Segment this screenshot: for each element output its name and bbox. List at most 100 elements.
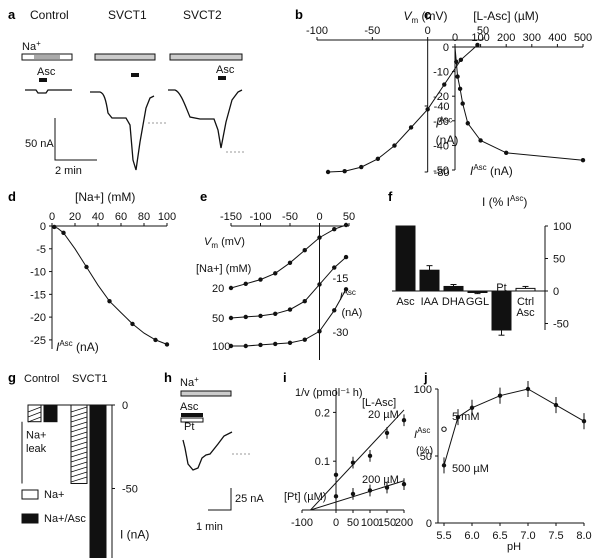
scale-bar [54, 118, 97, 161]
g-hatch [70, 416, 88, 423]
na-label-a: Na+ [22, 39, 41, 53]
e-point [317, 235, 322, 240]
j-y-tick-label: 50 [420, 451, 432, 463]
g-y-tick-label: -50 [122, 484, 138, 496]
f-bar-3 [467, 290, 488, 293]
i-y-tick-label: 0.1 [315, 456, 330, 468]
j-y-label: IAsc [414, 426, 430, 441]
g-hatch [70, 436, 88, 443]
i-series-label: 200 µM [362, 474, 399, 486]
b-line [328, 44, 478, 173]
na-bar-svct1 [94, 53, 156, 61]
c-point [455, 74, 460, 79]
e-y-tick-label: -15 [333, 273, 349, 285]
panel-letter-h: h [164, 370, 172, 385]
e-point [273, 341, 278, 347]
c-x-label: [L-Asc] (µM) [473, 9, 539, 23]
pt-bar-h [180, 417, 204, 423]
c-y-tick-label: -50 [433, 165, 449, 177]
g-legend-swatch-0 [21, 489, 39, 500]
track-control-label: Control [30, 8, 69, 22]
panel-letter-a: a [8, 7, 16, 22]
j-y-tick-label: 100 [414, 384, 432, 396]
g-hatch [70, 456, 88, 463]
b-point [392, 143, 397, 148]
g-annotation: Na+ [26, 429, 47, 441]
e-point [258, 313, 263, 319]
e-point [287, 307, 293, 312]
scale-x-label-h: 1 min [196, 521, 223, 533]
i-x-tick-label: 50 [347, 517, 359, 529]
c-x-tick-label: 300 [523, 32, 541, 44]
panel-letter-c: c [424, 7, 431, 22]
pt-label-h: Pt [184, 421, 194, 433]
c-point [580, 157, 586, 163]
b-point [458, 57, 464, 62]
j-x-tick-label: 8.0 [576, 530, 591, 542]
b-y-label: IAsc [436, 115, 453, 130]
track-svct2-label: SVCT2 [183, 8, 222, 22]
e-point [243, 281, 248, 286]
asc-label-h: Asc [180, 401, 199, 413]
d-line [51, 225, 168, 345]
g-hatch [70, 466, 88, 473]
d-y-tick-label: -15 [30, 289, 46, 301]
g-legend-label: Na+ [44, 489, 65, 501]
g-cat-label: SVCT1 [72, 373, 107, 385]
e-x-tick-label: 50 [343, 211, 355, 223]
g-hatch [27, 416, 42, 423]
asc-bar-svct1 [131, 73, 139, 77]
d-x-tick-label: 20 [69, 211, 81, 223]
g-annotation: leak [26, 443, 47, 455]
j-annotation: 5 mM [452, 411, 480, 423]
d-point [107, 298, 112, 304]
e-point [273, 271, 278, 276]
f-bar-2 [443, 285, 464, 292]
panel-letter-f: f [388, 189, 393, 204]
i-y-label: 1/v (pmol⁻¹ h) [295, 387, 363, 399]
e-point [243, 343, 248, 349]
c-point [460, 101, 465, 106]
f-cat-label: Pt [496, 282, 506, 294]
g-hatch [70, 451, 88, 458]
g-hatch [70, 406, 88, 413]
b-y-tick-label: -80 [434, 167, 450, 179]
trace-control [25, 89, 72, 94]
j-x-label: pH [507, 541, 521, 553]
c-point [457, 86, 463, 92]
b-x-tick-label: 0 [425, 25, 431, 37]
d-y-label: IAsc (nA) [56, 339, 99, 354]
j-line [443, 388, 585, 466]
c-x-tick-label: 0 [452, 32, 458, 44]
e-y-tick-label: -30 [333, 327, 349, 339]
scale-x-label: 2 min [55, 165, 82, 177]
d-y-tick-label: 0 [40, 221, 46, 233]
c-y-tick-label: -40 [433, 140, 449, 152]
e-point [332, 265, 337, 270]
na-label-h: Na+ [180, 375, 199, 389]
panel-letter-j: j [423, 370, 428, 385]
f-y-label: I (% IAsc) [482, 194, 527, 209]
b-point [325, 169, 331, 175]
d-x-tick-label: 60 [115, 211, 127, 223]
b-point [342, 168, 347, 174]
e-y-unit: (nA) [342, 307, 363, 319]
d-point [52, 224, 57, 230]
e-x-tick-label: -50 [282, 211, 298, 223]
g-hatch [27, 406, 42, 413]
trace-svct1 [90, 91, 155, 171]
panel-letter-i: i [283, 370, 287, 385]
f-bar-1 [419, 269, 440, 292]
b-point [442, 82, 447, 87]
na-bar-control-hatch [34, 55, 60, 59]
e-point [228, 285, 234, 291]
g-legend-label: Na+/Asc [44, 513, 86, 525]
e-legend-title: [Na+] (mM) [196, 263, 251, 275]
c-point [478, 138, 483, 143]
f-cat-label: DHA [442, 296, 466, 308]
e-point [332, 227, 337, 232]
f-bar-0 [395, 225, 416, 292]
